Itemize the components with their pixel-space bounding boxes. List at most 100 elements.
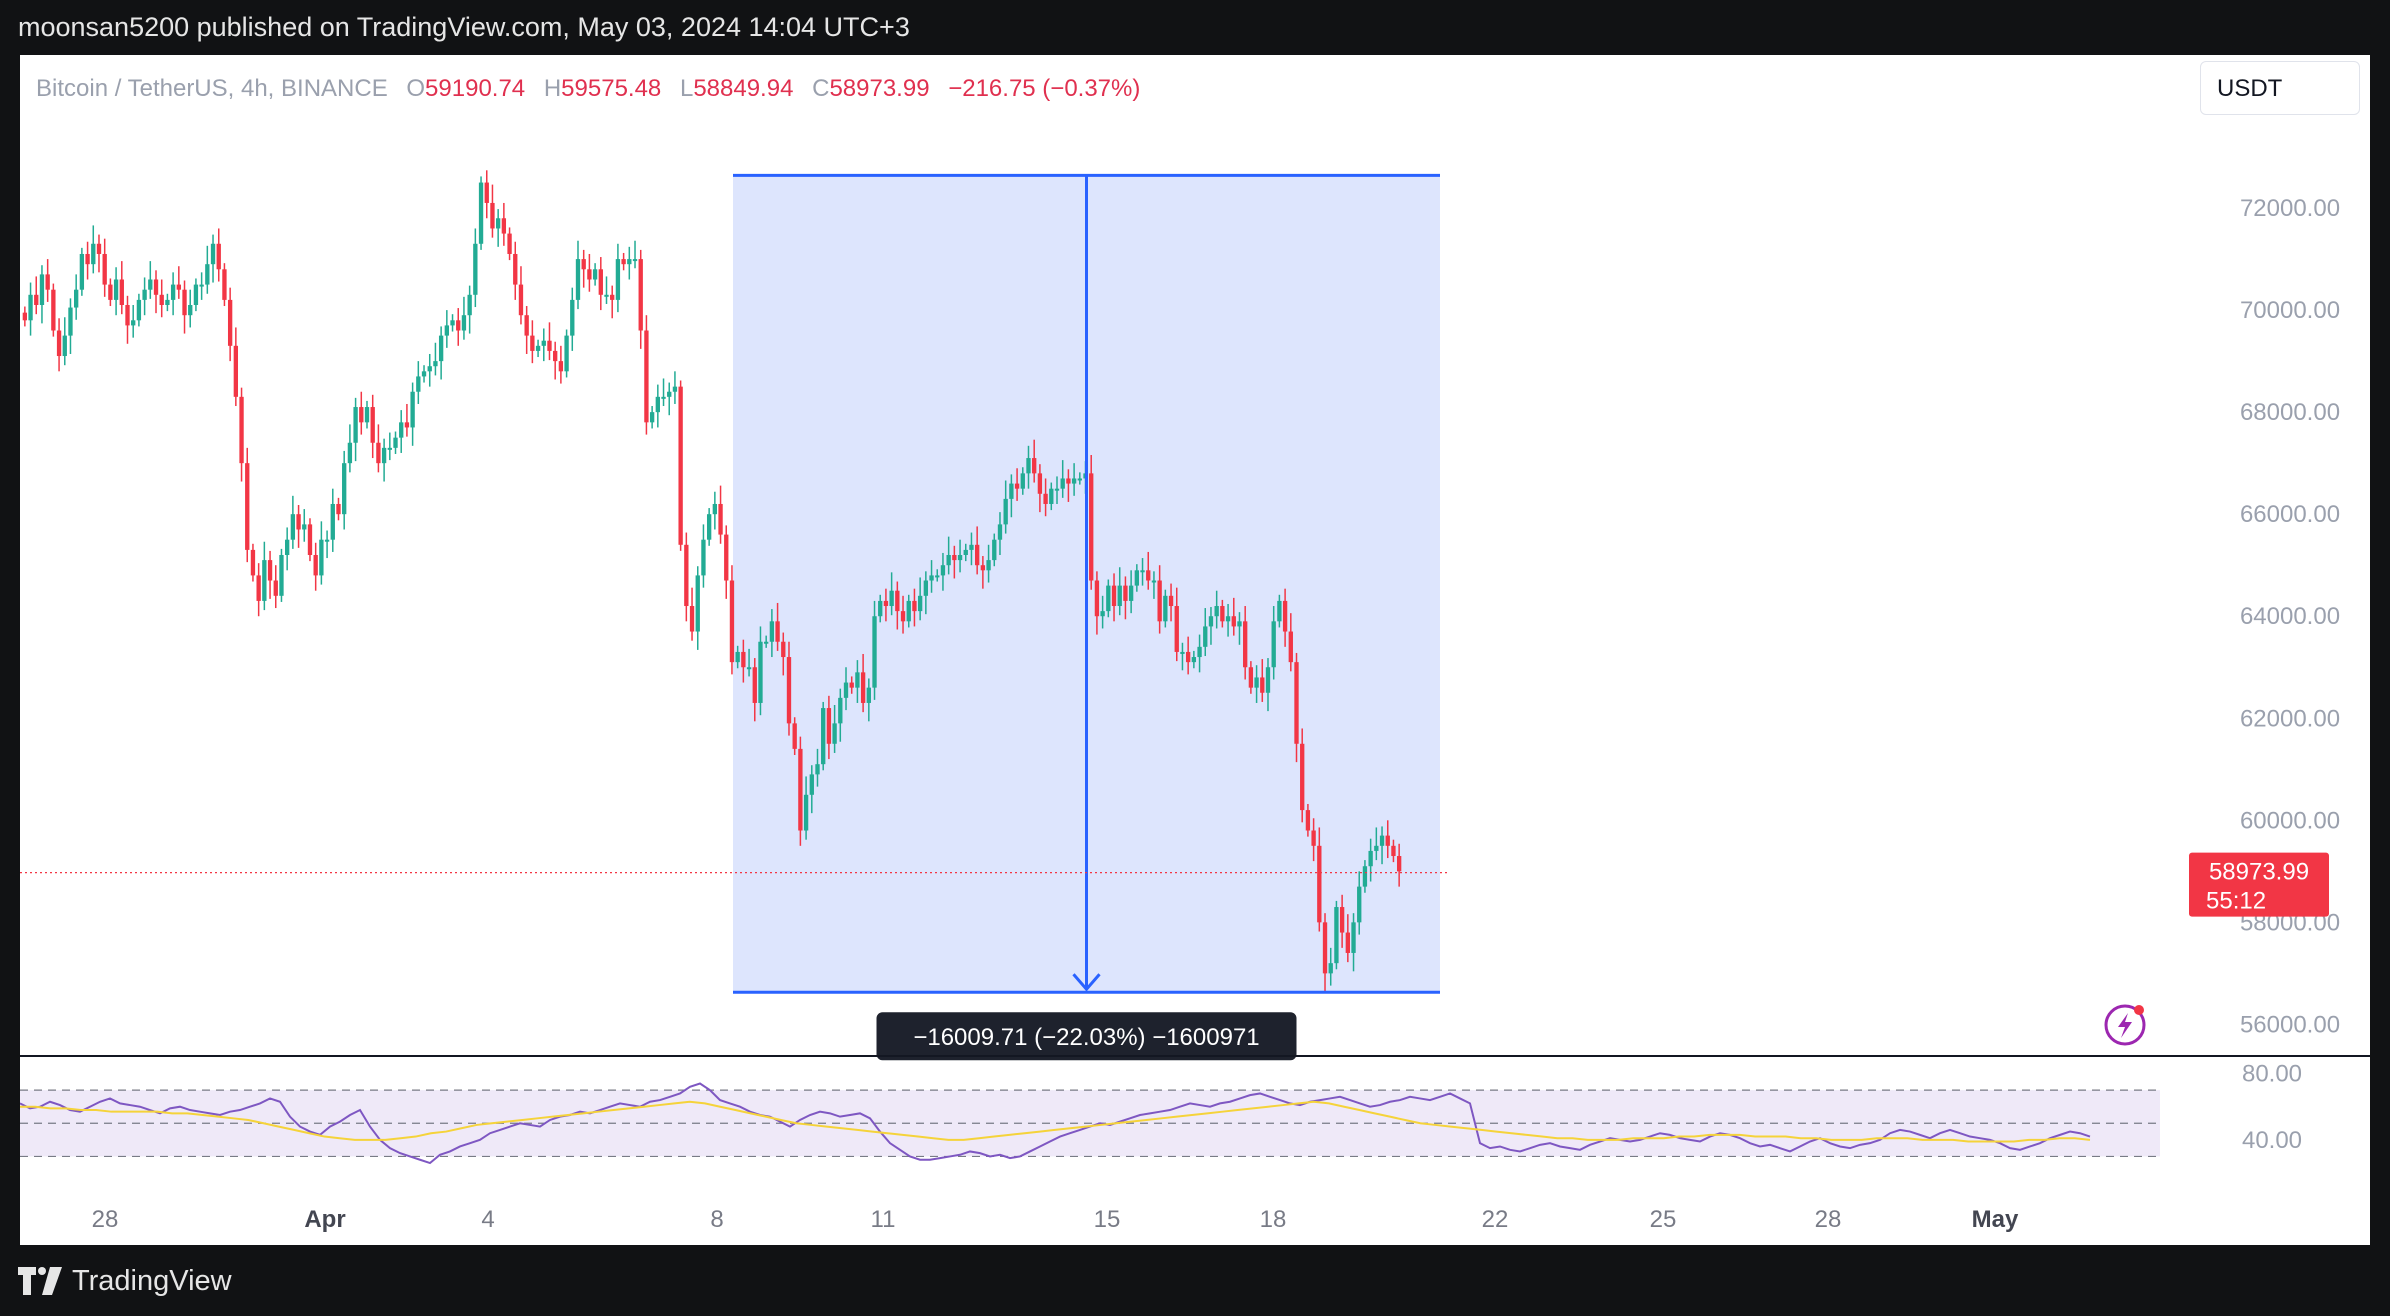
candle-body — [866, 687, 871, 703]
candle-body — [450, 320, 455, 326]
candle-body — [1128, 585, 1134, 601]
candle-body — [872, 616, 877, 688]
candle-body — [1123, 585, 1128, 601]
candle-body — [553, 350, 558, 362]
candle-body — [843, 682, 849, 698]
candle-body — [1134, 570, 1140, 586]
candle-body — [1260, 677, 1265, 693]
candle-body — [1054, 488, 1060, 491]
candle-body — [1003, 498, 1008, 525]
y-tick-label: 70000.00 — [2240, 297, 2340, 324]
candle-body — [273, 580, 278, 596]
candle-body — [980, 565, 986, 571]
x-tick-label: Apr — [304, 1206, 345, 1233]
y-tick-label: 62000.00 — [2240, 705, 2340, 732]
candle-body — [56, 330, 62, 357]
candle-body — [74, 289, 79, 308]
candle-body — [188, 305, 193, 316]
x-tick-label: 25 — [1650, 1206, 1677, 1233]
candle-body — [695, 575, 700, 632]
chart-canvas[interactable]: −16009.71 (−22.03%) −160097174000.007200… — [20, 55, 2370, 1245]
candle-body — [1060, 478, 1065, 489]
candle-body — [421, 371, 427, 377]
x-tick-label: 22 — [1482, 1206, 1509, 1233]
candle-body — [91, 243, 96, 265]
candle-body — [1208, 616, 1214, 627]
candle-body — [689, 606, 695, 632]
candle-body — [176, 284, 181, 290]
tradingview-logo[interactable]: TradingView — [18, 1265, 232, 1297]
candle-body — [216, 243, 221, 270]
candle-body — [387, 447, 392, 450]
candle-body — [102, 253, 107, 285]
candle-body — [148, 279, 153, 290]
close-label: C — [812, 75, 830, 102]
candle-body — [68, 307, 73, 336]
candle-body — [108, 284, 113, 300]
candle-body — [581, 259, 586, 270]
candle-body — [404, 422, 410, 428]
symbol-name[interactable]: Bitcoin / TetherUS, 4h, BINANCE — [36, 75, 388, 102]
candle-body — [1185, 651, 1191, 663]
rsi-ma-line — [20, 1100, 2091, 1143]
candle-body — [125, 305, 130, 326]
candle-body — [775, 621, 780, 642]
candle-body — [433, 361, 438, 367]
candle-body — [917, 595, 923, 612]
candle-body — [638, 259, 643, 331]
x-tick-label: 11 — [871, 1206, 896, 1233]
candle-body — [34, 294, 39, 305]
candle-body — [558, 361, 564, 372]
candle-body — [239, 396, 244, 464]
candle-body — [1368, 850, 1373, 867]
candle-body — [513, 253, 518, 285]
candle-body — [758, 641, 763, 703]
y-tick-label: 64000.00 — [2240, 603, 2340, 630]
candle-body — [786, 657, 792, 724]
low-value: 58849.94 — [693, 75, 794, 102]
candle-body — [478, 182, 484, 244]
candle-body — [342, 463, 347, 515]
candle-body — [1174, 606, 1179, 652]
price-badge-countdown: 55:12 — [2206, 888, 2266, 915]
currency-button[interactable]: USDT — [2200, 61, 2360, 115]
lightning-icon[interactable] — [2104, 1004, 2146, 1046]
candle-body — [427, 366, 432, 372]
candle-body — [735, 651, 740, 663]
candle-body — [222, 269, 227, 300]
candle-body — [878, 600, 883, 617]
lightning-icon-dot — [2134, 1005, 2144, 1015]
candle-body — [986, 560, 991, 571]
candle-body — [792, 723, 797, 749]
candle-body — [1282, 600, 1288, 632]
candle-body — [353, 407, 358, 443]
candle-body — [96, 243, 102, 254]
candle-body — [501, 218, 507, 234]
candle-body — [832, 723, 837, 744]
candle-body — [1288, 631, 1293, 663]
candle-body — [1140, 570, 1145, 573]
candle-body — [159, 294, 164, 305]
candle-body — [495, 218, 501, 229]
candle-body — [724, 534, 729, 581]
low-label: L — [679, 75, 694, 102]
candle-body — [587, 269, 592, 280]
candle-body — [570, 299, 575, 336]
candle-body — [319, 539, 324, 576]
price-badge — [2189, 852, 2329, 917]
candle-body — [1066, 478, 1071, 484]
candle-body — [838, 697, 843, 724]
open-value: 59190.74 — [425, 75, 526, 102]
candle-body — [701, 539, 706, 576]
chart-panel[interactable]: −16009.71 (−22.03%) −160097174000.007200… — [20, 55, 2370, 1245]
candle-body — [210, 243, 216, 265]
candle-body — [524, 315, 529, 336]
candle-body — [826, 708, 832, 744]
candle-body — [456, 320, 461, 331]
candle-body — [575, 259, 581, 300]
candle-body — [889, 590, 894, 607]
open-label: O — [406, 75, 426, 102]
x-tick-label: 8 — [710, 1206, 723, 1233]
candle-body — [142, 289, 147, 300]
candle-body — [1379, 835, 1385, 846]
